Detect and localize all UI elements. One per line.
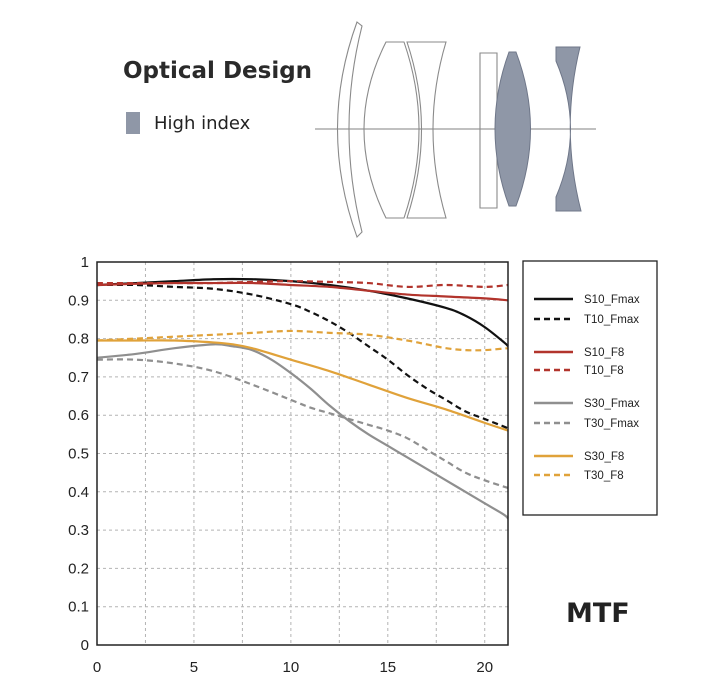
x-tick-label: 15 (379, 659, 396, 676)
legend-label: T10_Fmax (584, 314, 639, 326)
legend-label: T10_F8 (584, 365, 624, 377)
legend: S10_Fmax T10_Fmax S10_F8 T10_F8 S30_Fmax T30_… (534, 294, 640, 482)
legend-label: S30_F8 (584, 451, 624, 463)
series-line-t30-fmax (96, 358, 509, 490)
y-tick-label: 0.5 (68, 446, 89, 463)
y-tick-label: 0.2 (68, 560, 89, 577)
x-tick-label: 10 (283, 659, 300, 676)
optical-design-title: Optical Design (123, 58, 313, 84)
series-line-t30-f8 (96, 329, 509, 352)
y-tick-label: 0 (81, 637, 89, 654)
chart-series (96, 277, 509, 520)
mtf-label: MTF (566, 598, 630, 629)
y-tick-label: 0.4 (68, 484, 89, 501)
legend-label: S10_Fmax (584, 294, 640, 306)
y-tick-labels: 0 0.1 0.2 0.3 0.4 0.5 0.6 0.7 0.8 0.9 1 (68, 254, 89, 654)
legend-label: T30_F8 (584, 470, 624, 482)
high-index-swatch (126, 112, 140, 134)
y-tick-label: 0.8 (68, 331, 89, 348)
y-tick-label: 0.9 (68, 292, 89, 309)
legend-box (522, 260, 658, 516)
chart-grid (97, 261, 508, 646)
y-tick-label: 1 (81, 254, 89, 271)
high-index-label: High index (154, 112, 251, 134)
high-index-legend: High index (126, 112, 250, 134)
series-line-s30-f8 (97, 339, 509, 432)
x-tick-label: 20 (476, 659, 493, 676)
legend-label: S30_Fmax (584, 398, 640, 410)
legend-label: S10_F8 (584, 347, 624, 359)
plot-frame (96, 261, 509, 646)
x-tick-label: 0 (93, 659, 101, 676)
series-line-s10-fmax (96, 277, 509, 348)
series-line-s30-fmax (96, 343, 509, 520)
x-tick-labels: 0 5 10 15 20 (93, 659, 493, 676)
legend-label: T30_Fmax (584, 418, 639, 430)
series-line-t10-f8 (97, 280, 509, 289)
series-line-t10-fmax (96, 283, 509, 430)
y-tick-label: 0.7 (68, 369, 89, 386)
y-tick-label: 0.1 (68, 599, 89, 616)
y-tick-label: 0.6 (68, 407, 89, 424)
y-tick-label: 0.3 (68, 522, 89, 539)
x-tick-label: 5 (190, 659, 198, 676)
